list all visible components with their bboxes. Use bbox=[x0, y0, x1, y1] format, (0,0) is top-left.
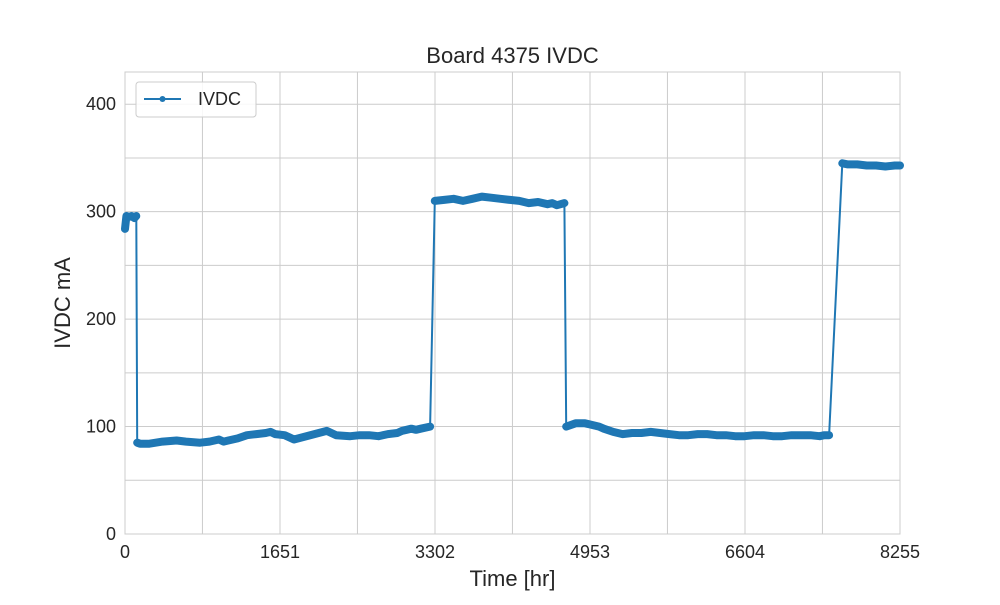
data-point bbox=[468, 195, 476, 203]
plot-area-frame bbox=[124, 71, 901, 535]
data-point bbox=[271, 430, 279, 438]
data-point bbox=[562, 423, 570, 431]
data-point bbox=[713, 431, 720, 439]
legend-box bbox=[135, 81, 257, 118]
data-point bbox=[825, 431, 833, 439]
y-axis-title: IVDC mA bbox=[50, 257, 75, 349]
y-tick-label: 100 bbox=[86, 417, 116, 437]
data-point bbox=[656, 429, 664, 437]
data-point bbox=[731, 432, 739, 440]
y-tick-label: 200 bbox=[86, 309, 116, 329]
data-point bbox=[431, 197, 439, 205]
data-point bbox=[159, 438, 167, 446]
data-point bbox=[132, 212, 140, 220]
data-point bbox=[332, 431, 340, 439]
data-point bbox=[525, 199, 533, 207]
data-point bbox=[838, 159, 846, 167]
y-tick-label: 300 bbox=[86, 202, 116, 222]
data-point bbox=[853, 160, 861, 168]
data-point bbox=[365, 431, 373, 439]
x-tick-label: 0 bbox=[120, 542, 130, 562]
data-point bbox=[252, 430, 260, 438]
legend: IVDC bbox=[135, 81, 257, 118]
data-point bbox=[384, 430, 392, 438]
data-point bbox=[478, 193, 486, 201]
y-tick-label: 0 bbox=[106, 524, 116, 544]
x-axis-title: Time [hr] bbox=[470, 566, 556, 591]
legend-marker-sample bbox=[159, 96, 166, 102]
data-point bbox=[694, 430, 702, 438]
data-point bbox=[684, 431, 692, 439]
data-point bbox=[881, 163, 889, 170]
data-point bbox=[872, 162, 880, 169]
data-point bbox=[173, 437, 181, 444]
chart-title: Board 4375 IVDC bbox=[426, 43, 599, 68]
data-point bbox=[722, 431, 730, 439]
data-point bbox=[121, 225, 129, 233]
data-point bbox=[619, 430, 627, 438]
data-point bbox=[487, 194, 495, 202]
data-point bbox=[553, 201, 561, 209]
data-point bbox=[769, 432, 777, 440]
data-point bbox=[797, 431, 805, 439]
x-tick-label: 3302 bbox=[415, 542, 455, 562]
data-point bbox=[863, 162, 871, 169]
data-point bbox=[206, 438, 213, 446]
data-point bbox=[346, 432, 354, 440]
data-point bbox=[637, 429, 645, 437]
data-point bbox=[628, 429, 636, 437]
grid bbox=[124, 72, 901, 535]
x-tick-label: 6604 bbox=[725, 542, 765, 562]
data-point bbox=[450, 195, 458, 203]
data-point bbox=[703, 430, 711, 438]
data-point bbox=[243, 431, 251, 439]
data-point bbox=[666, 430, 673, 438]
data-point bbox=[136, 440, 144, 448]
data-point bbox=[891, 162, 899, 169]
data-point bbox=[647, 428, 655, 436]
data-point bbox=[778, 432, 786, 440]
data-point bbox=[675, 431, 683, 439]
data-point bbox=[806, 431, 814, 439]
data-point bbox=[759, 431, 767, 439]
data-point bbox=[560, 199, 568, 207]
data-point bbox=[572, 419, 580, 427]
data-point bbox=[896, 162, 904, 169]
legend-label-ivdc: IVDC bbox=[198, 89, 241, 109]
data-point bbox=[356, 431, 364, 439]
data-point bbox=[290, 436, 298, 443]
data-point bbox=[323, 427, 331, 435]
data-point bbox=[741, 432, 749, 440]
data-point bbox=[497, 195, 504, 203]
data-point bbox=[459, 197, 467, 205]
data-point bbox=[506, 196, 514, 204]
data-point bbox=[224, 437, 232, 444]
x-tick-label: 1651 bbox=[260, 542, 300, 562]
data-point bbox=[234, 434, 242, 442]
y-tick-label: 400 bbox=[86, 94, 116, 114]
data-point bbox=[196, 439, 204, 447]
data-point bbox=[426, 423, 434, 431]
data-point bbox=[788, 431, 796, 439]
data-point bbox=[609, 428, 617, 436]
data-point bbox=[182, 438, 190, 446]
data-point bbox=[440, 196, 448, 204]
data-point bbox=[534, 198, 542, 206]
data-point bbox=[750, 431, 758, 439]
data-point bbox=[515, 197, 523, 205]
data-point bbox=[844, 160, 852, 168]
x-tick-label: 8255 bbox=[880, 542, 920, 562]
data-point bbox=[145, 440, 153, 448]
data-point bbox=[417, 425, 425, 433]
data-point bbox=[600, 425, 608, 433]
x-tick-label: 4953 bbox=[570, 542, 610, 562]
tick-labels: 0 1651 3302 4953 6604 8255 0 100 200 300 400 bbox=[86, 94, 920, 562]
data-series-layer bbox=[121, 159, 904, 448]
data-point bbox=[375, 432, 382, 440]
